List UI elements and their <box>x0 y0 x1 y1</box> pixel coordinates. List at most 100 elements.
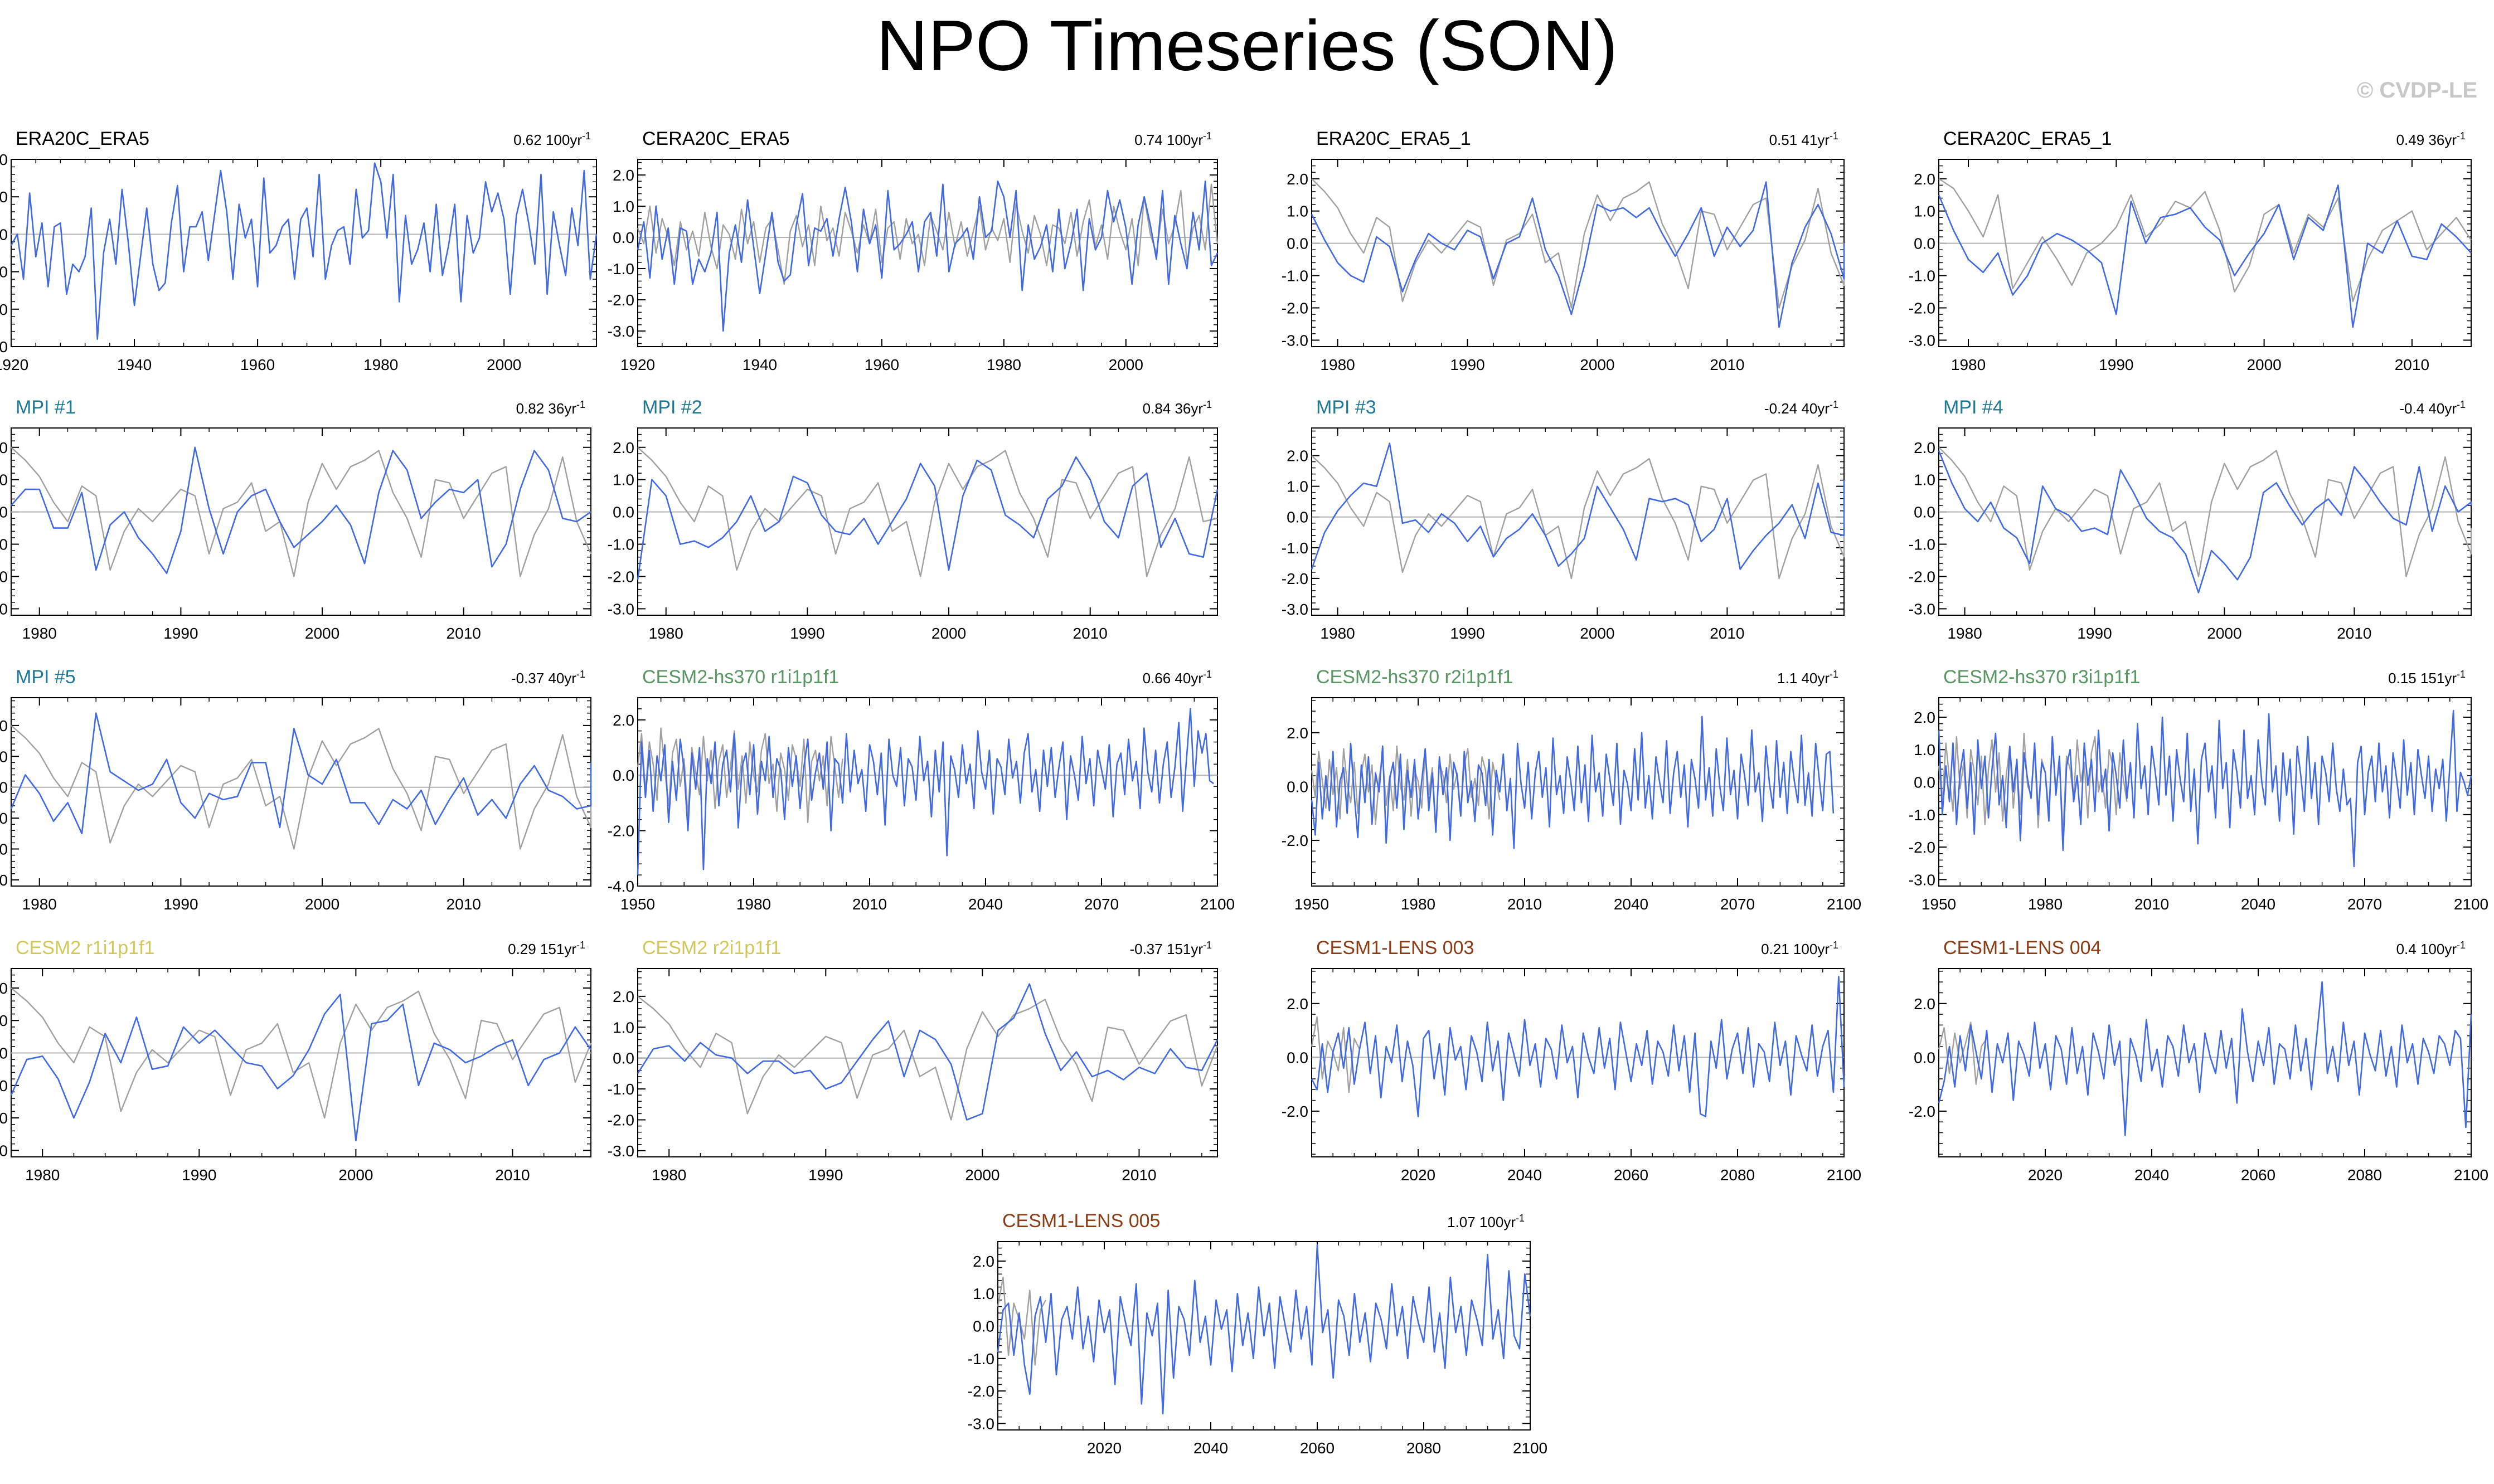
x-tick-label: 2000 <box>338 1166 373 1184</box>
y-tick-label: 2.0 <box>1287 724 1308 742</box>
obs-series-line <box>1311 455 1845 580</box>
y-tick-label: 2.0 <box>1914 439 1935 456</box>
x-tick-label: 2010 <box>447 896 481 913</box>
y-tick-label: 2.0 <box>0 151 8 168</box>
trend-value: 1.1 40yr <box>1777 670 1830 687</box>
plot-frame <box>637 968 1218 1157</box>
x-tick-label: 2100 <box>1513 1439 1547 1457</box>
y-tick-label: -2.0 <box>608 1112 634 1129</box>
panel-6: MPI #2 0.84 36yr-1 2.0 1.0 0.0 -1.0 -2.0 -3.0 19… <box>608 397 1219 642</box>
trend-exponent: -1 <box>2457 130 2466 142</box>
y-tick-label: 1.0 <box>1914 471 1935 489</box>
plot-frame <box>1938 968 2472 1157</box>
y-tick-label: -2.0 <box>0 1110 8 1127</box>
trend-value: 0.74 100yr <box>1134 132 1203 148</box>
y-tick-label: 0.0 <box>0 226 8 243</box>
x-tick-label: 2100 <box>2454 896 2488 913</box>
model-series-line <box>637 708 1214 875</box>
model-series-line <box>1311 442 1845 570</box>
x-tick-label: 2000 <box>965 1166 999 1184</box>
x-tick-label: 1990 <box>808 1166 843 1184</box>
plot-frame <box>1938 427 2472 616</box>
panel-title: CERA20C_ERA5 <box>642 128 790 149</box>
panel-16: CESM1-LENS 004 0.4 100yr-1 2.0 0.0 -2.0 2020 2… <box>1909 937 2488 1184</box>
x-tick-label: 1950 <box>620 896 655 913</box>
obs-series-line <box>1311 178 1845 309</box>
y-tick-label: 1.0 <box>973 1285 994 1302</box>
y-tick-label: 0.0 <box>0 504 8 521</box>
trend-exponent: -1 <box>1830 399 1838 410</box>
trend-value: -0.37 151yr <box>1129 941 1203 957</box>
x-tick-label: 2040 <box>1193 1439 1228 1457</box>
x-tick-label: 2070 <box>2347 896 2382 913</box>
model-series-line <box>1938 981 2472 1136</box>
y-tick-label: -1.0 <box>1909 806 1935 824</box>
x-tick-label: 1980 <box>1320 356 1355 373</box>
x-tick-label: 1990 <box>182 1166 216 1184</box>
x-tick-label: 1960 <box>865 356 899 373</box>
y-tick-label: 2.0 <box>973 1253 994 1270</box>
trend-exponent: -1 <box>1203 669 1212 680</box>
x-tick-label: 2000 <box>487 356 521 373</box>
x-tick-label: 1990 <box>2099 356 2133 373</box>
x-tick-label: 2040 <box>1507 1166 1542 1184</box>
x-tick-label: 2010 <box>447 625 481 642</box>
y-tick-label: 2.0 <box>613 439 634 456</box>
x-tick-label: 2080 <box>1406 1439 1441 1457</box>
y-tick-label: 0.0 <box>1287 509 1308 526</box>
x-tick-label: 1940 <box>743 356 777 373</box>
x-tick-label: 2040 <box>968 896 1003 913</box>
panel-title: CESM1-LENS 003 <box>1316 937 1474 958</box>
y-tick-label: -1.0 <box>0 264 8 281</box>
x-tick-label: 2000 <box>1580 356 1614 373</box>
page-title: NPO Timeseries (SON) <box>876 6 1618 86</box>
panel-title: ERA20C_ERA5_1 <box>1316 128 1471 149</box>
y-tick-label: -1.0 <box>1282 267 1308 285</box>
panel-9: MPI #5 -0.37 40yr-1 2.0 1.0 0.0 -1.0 -2.0 -3.0 1… <box>0 666 592 913</box>
trend-label: 0.15 151yr-1 <box>2388 669 2466 687</box>
plot-frame <box>11 697 591 887</box>
trend-value: 0.49 36yr <box>2396 132 2457 148</box>
trend-exponent: -1 <box>2457 940 2466 951</box>
x-tick-label: 2080 <box>2347 1166 2382 1184</box>
x-tick-label: 1980 <box>363 356 398 373</box>
panel-title: ERA20C_ERA5 <box>16 128 149 149</box>
x-tick-label: 2010 <box>1073 625 1108 642</box>
trend-value: -0.4 40yr <box>2399 400 2457 417</box>
plot-frame <box>1938 697 2472 887</box>
panel-title: MPI #2 <box>642 397 702 418</box>
trend-label: 1.07 100yr-1 <box>1447 1213 1525 1230</box>
y-tick-label: 1.0 <box>1914 741 1935 758</box>
panel-11: CESM2-hs370 r2i1p1f1 1.1 40yr-1 2.0 0.0 -2.0… <box>1282 666 1861 913</box>
y-tick-label: -2.0 <box>968 1383 994 1400</box>
panel-8: MPI #4 -0.4 40yr-1 2.0 1.0 0.0 -1.0 -2.0 -3.0 19… <box>1909 397 2472 642</box>
y-tick-label: -2.0 <box>608 568 634 585</box>
x-tick-label: 1950 <box>1922 896 1956 913</box>
y-tick-label: 2.0 <box>0 439 8 456</box>
obs-series-line <box>1938 178 2472 303</box>
y-tick-label: -3.0 <box>608 323 634 340</box>
trend-label: 0.74 100yr-1 <box>1134 130 1212 148</box>
trend-value: 1.07 100yr <box>1447 1214 1516 1230</box>
y-tick-label: -2.0 <box>1909 568 1935 585</box>
panel-1: ERA20C_ERA5 0.62 100yr-1 2.0 1.0 0.0 -1.0 -2.0… <box>0 128 598 373</box>
panel-12: CESM2-hs370 r3i1p1f1 0.15 151yr-1 2.0 1.0 0.… <box>1909 666 2488 913</box>
panel-title: MPI #4 <box>1943 397 2003 418</box>
model-series-line <box>1311 181 1845 328</box>
trend-value: 0.62 100yr <box>513 132 582 148</box>
y-tick-label: 0.0 <box>0 779 8 796</box>
x-tick-label: 2060 <box>2241 1166 2275 1184</box>
x-tick-label: 2060 <box>1300 1439 1335 1457</box>
x-tick-label: 1980 <box>736 896 771 913</box>
y-tick-label: -2.0 <box>608 823 634 840</box>
y-tick-label: 1.0 <box>1287 478 1308 495</box>
y-tick-label: -4.0 <box>608 878 634 895</box>
y-tick-label: -3.0 <box>608 600 634 617</box>
x-tick-label: 2010 <box>2134 896 2169 913</box>
x-tick-label: 2010 <box>1710 356 1744 373</box>
panel-title: CESM1-LENS 004 <box>1943 937 2101 958</box>
trend-label: -0.37 40yr-1 <box>511 669 585 687</box>
obs-series-line <box>1311 745 1501 828</box>
x-tick-label: 1980 <box>1947 625 1982 642</box>
y-tick-label: 0.0 <box>973 1318 994 1335</box>
